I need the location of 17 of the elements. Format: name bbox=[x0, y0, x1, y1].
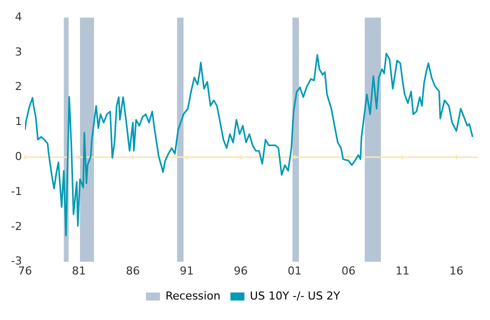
x-tick-label: 06 bbox=[342, 264, 356, 278]
y-tick-label: 1 bbox=[14, 115, 22, 128]
x-tick-label: 11 bbox=[395, 264, 410, 278]
legend-label: Recession bbox=[165, 289, 220, 302]
x-tick-label: 16 bbox=[449, 264, 464, 278]
y-tick-label: 2 bbox=[14, 80, 22, 94]
legend-label: US 10Y -/- US 2Y bbox=[250, 289, 340, 302]
x-tick-label: 91 bbox=[180, 264, 194, 278]
y-tick-label: 3 bbox=[14, 45, 22, 58]
x-tick-label: 86 bbox=[126, 264, 140, 278]
y-tick-label: 4 bbox=[14, 10, 22, 24]
x-tick-label: 81 bbox=[72, 264, 86, 278]
y-tick-label: -2 bbox=[11, 220, 22, 233]
x-tick-label: 01 bbox=[288, 264, 302, 278]
x-tick-label: 96 bbox=[234, 264, 248, 278]
y-tick-label: -1 bbox=[11, 184, 22, 198]
y-tick-label: 0 bbox=[14, 150, 22, 163]
